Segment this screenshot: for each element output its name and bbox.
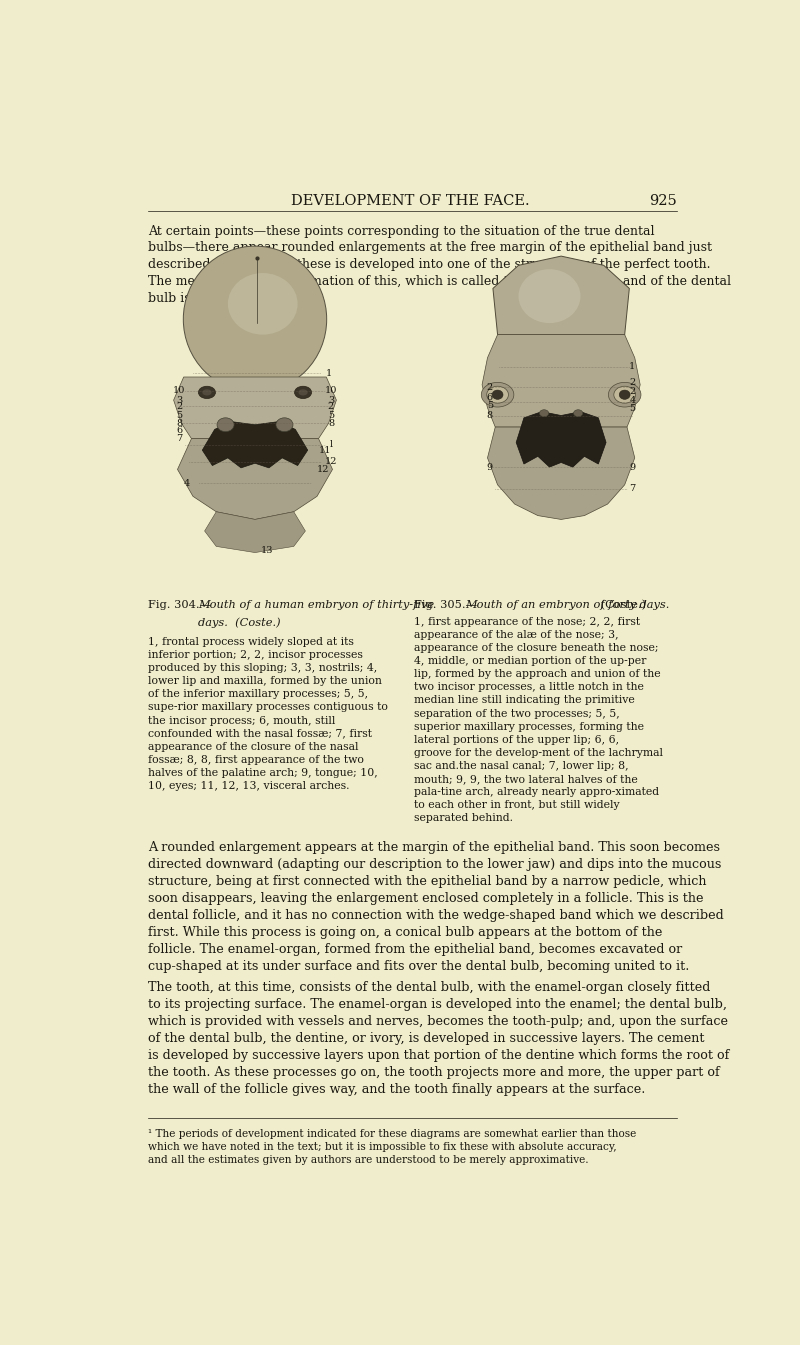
Text: 3: 3: [176, 395, 182, 405]
Ellipse shape: [518, 269, 581, 323]
Text: 10: 10: [325, 386, 337, 395]
Text: 5: 5: [328, 412, 334, 420]
PathPatch shape: [202, 422, 308, 468]
Text: 12: 12: [317, 465, 330, 473]
Ellipse shape: [609, 382, 641, 408]
Ellipse shape: [198, 386, 215, 398]
Text: 2: 2: [176, 402, 182, 410]
Ellipse shape: [217, 418, 234, 432]
Text: A rounded enlargement appears at the margin of the epithelial band. This soon be: A rounded enlargement appears at the mar…: [148, 841, 724, 972]
Ellipse shape: [183, 246, 326, 393]
Ellipse shape: [228, 273, 298, 335]
Text: 11: 11: [318, 445, 331, 455]
PathPatch shape: [482, 335, 640, 428]
Text: DEVELOPMENT OF THE FACE.: DEVELOPMENT OF THE FACE.: [290, 194, 530, 207]
Text: 3: 3: [328, 395, 334, 405]
PathPatch shape: [487, 428, 634, 519]
Ellipse shape: [298, 389, 308, 395]
Ellipse shape: [202, 389, 211, 395]
Text: 2: 2: [630, 378, 635, 387]
Text: days.  (Coste.): days. (Coste.): [198, 617, 281, 628]
Text: (Coste.): (Coste.): [597, 600, 646, 611]
PathPatch shape: [205, 511, 306, 553]
PathPatch shape: [493, 256, 630, 335]
Text: Mouth of an embryon of forty days.: Mouth of an embryon of forty days.: [465, 600, 670, 611]
Text: 8: 8: [486, 412, 493, 420]
Text: 12: 12: [325, 457, 338, 467]
Text: 4: 4: [184, 479, 190, 488]
Text: Mouth of a human embryon of thirty-five: Mouth of a human embryon of thirty-five: [198, 600, 434, 611]
Text: 5: 5: [630, 404, 635, 413]
Text: 6: 6: [486, 393, 493, 402]
Text: 7: 7: [176, 434, 182, 443]
PathPatch shape: [516, 412, 606, 467]
Text: 5: 5: [176, 412, 182, 420]
Text: 9: 9: [630, 463, 635, 472]
Ellipse shape: [492, 390, 503, 399]
Text: 4: 4: [630, 397, 635, 405]
Text: Fig. 304.—: Fig. 304.—: [148, 600, 211, 611]
Ellipse shape: [574, 410, 583, 417]
Ellipse shape: [276, 418, 293, 432]
Text: 8: 8: [328, 418, 334, 428]
Ellipse shape: [294, 386, 311, 398]
Text: 13: 13: [260, 546, 273, 554]
Text: 5: 5: [486, 401, 493, 410]
Ellipse shape: [486, 386, 509, 404]
Ellipse shape: [482, 382, 514, 408]
Text: 7: 7: [630, 484, 635, 494]
Ellipse shape: [614, 386, 635, 404]
Text: 6: 6: [176, 426, 182, 436]
Text: 8: 8: [176, 418, 182, 428]
Text: 9: 9: [486, 463, 493, 472]
Text: 2: 2: [630, 387, 635, 397]
Text: 1, first appearance of the nose; 2, 2, first
appearance of the alæ of the nose; : 1, first appearance of the nose; 2, 2, f…: [414, 617, 663, 823]
Text: 1: 1: [630, 363, 635, 371]
Text: Fig. 305.—: Fig. 305.—: [414, 600, 477, 611]
Text: 10: 10: [173, 386, 186, 395]
Text: 925: 925: [650, 194, 678, 207]
Text: l: l: [330, 440, 333, 449]
Text: ¹ The periods of development indicated for these diagrams are somewhat earlier t: ¹ The periods of development indicated f…: [148, 1130, 636, 1165]
Text: At certain points—these points corresponding to the situation of the true dental: At certain points—these points correspon…: [148, 225, 731, 305]
Text: 2: 2: [486, 382, 493, 391]
Ellipse shape: [539, 410, 549, 417]
Text: The tooth, at this time, consists of the dental bulb, with the enamel-organ clos: The tooth, at this time, consists of the…: [148, 981, 730, 1096]
Text: 2: 2: [328, 402, 334, 410]
Text: 1, frontal process widely sloped at its
inferior portion; 2, 2, incisor processe: 1, frontal process widely sloped at its …: [148, 638, 388, 791]
PathPatch shape: [178, 438, 333, 519]
Ellipse shape: [619, 390, 630, 399]
PathPatch shape: [174, 377, 336, 438]
Text: 1: 1: [326, 369, 332, 378]
